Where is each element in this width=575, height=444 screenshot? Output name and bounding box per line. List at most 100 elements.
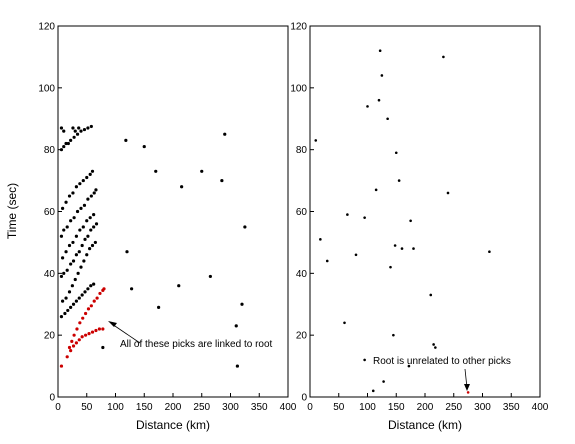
left-pick-point <box>101 345 105 350</box>
left-pick-point <box>90 169 95 173</box>
left-pick-point <box>59 315 64 319</box>
right-y-tick-label: 40 <box>296 269 308 280</box>
left-pick-point <box>70 339 74 343</box>
left-points <box>59 124 247 368</box>
right-y-tick-label: 100 <box>290 83 307 94</box>
left-pick-point <box>200 169 204 173</box>
left-pick-point <box>89 124 93 129</box>
right-x-axis-label: Distance (km) <box>388 418 462 432</box>
right-x-tick-label: 150 <box>388 402 405 413</box>
left-x-ticks: 0 50 100 150 200 250 300 350 400 <box>55 393 297 413</box>
right-points <box>314 49 491 394</box>
right-x-tick-label: 400 <box>532 402 549 413</box>
left-pick-point <box>235 364 239 368</box>
left-pick-point <box>125 250 129 254</box>
left-pick-point <box>71 302 76 306</box>
left-pick-point <box>65 355 69 359</box>
left-pick-point <box>234 324 238 328</box>
right-pick-point <box>314 139 318 142</box>
left-pick-point <box>63 311 67 316</box>
left-x-tick-label: 400 <box>280 402 297 413</box>
left-pick-point <box>92 225 96 229</box>
left-pick-point <box>89 194 93 198</box>
left-x-tick-label: 200 <box>165 402 182 413</box>
right-x-ticks: 0 50 100 150 200 250 300 350 400 <box>307 393 549 413</box>
left-x-tick-label: 0 <box>55 402 61 413</box>
left-pick-point <box>62 144 66 149</box>
right-y-tick-label: 120 <box>290 22 307 33</box>
right-pick-point <box>432 343 435 346</box>
left-pick-point <box>92 191 96 195</box>
left-pick-point <box>72 216 76 220</box>
left-pick-point <box>86 307 91 311</box>
left-pick-point <box>81 225 85 229</box>
left-pick-point <box>71 191 75 195</box>
left-pick-point <box>77 250 81 254</box>
left-pick-point <box>88 216 92 220</box>
left-x-tick-label: 250 <box>193 402 210 413</box>
right-pick-point <box>371 389 375 393</box>
right-pick-point <box>319 238 322 241</box>
right-x-tick-label: 250 <box>445 402 462 413</box>
left-pick-point <box>102 287 106 291</box>
left-pick-point <box>67 194 72 198</box>
right-pick-point <box>389 265 392 269</box>
left-pick-point <box>69 305 73 309</box>
left-y-tick-label: 20 <box>44 331 56 342</box>
left-pick-point <box>90 243 95 248</box>
right-pick-point <box>354 253 358 257</box>
left-pick-point <box>90 330 95 334</box>
left-pick-point <box>71 259 76 263</box>
left-pick-point <box>77 126 81 130</box>
right-pick-point <box>394 151 398 155</box>
left-pick-point <box>75 327 79 331</box>
left-pick-point <box>67 290 72 294</box>
right-x-tick-label: 350 <box>503 402 520 413</box>
left-pick-point <box>223 132 227 136</box>
left-pick-point <box>59 234 64 238</box>
left-pick-point <box>73 277 77 282</box>
left-pick-point <box>82 259 86 263</box>
left-pick-point <box>86 197 90 201</box>
left-pick-point <box>95 296 99 300</box>
left-pick-point <box>69 219 73 223</box>
right-pick-point <box>382 380 385 383</box>
right-annotation-text: Root is unrelated to other picks <box>373 356 511 367</box>
left-pick-point <box>65 225 69 229</box>
left-pick-point <box>92 282 96 286</box>
left-pick-point <box>79 206 83 211</box>
left-x-tick-label: 100 <box>107 402 124 413</box>
left-pick-point <box>84 333 88 337</box>
left-pick-point <box>85 253 89 257</box>
left-pick-point <box>59 126 64 130</box>
left-pick-point <box>101 327 105 331</box>
right-pick-point <box>366 105 369 108</box>
left-pick-point <box>86 234 90 238</box>
right-pick-point <box>400 247 404 250</box>
left-pick-point <box>85 219 89 223</box>
right-pick-point <box>343 321 346 325</box>
left-pick-point <box>59 364 64 368</box>
right-pick-point <box>429 293 433 297</box>
left-pick-point <box>61 206 65 211</box>
right-pick-point <box>374 188 378 192</box>
left-pick-point <box>75 209 80 214</box>
left-y-tick-label: 60 <box>44 207 56 218</box>
left-pick-point <box>74 234 78 238</box>
right-pick-point <box>442 55 445 59</box>
left-pick-point <box>74 185 78 189</box>
left-pick-point <box>69 262 73 266</box>
left-pick-point <box>59 148 64 152</box>
left-pick-point <box>86 287 90 291</box>
left-pick-point <box>94 188 98 192</box>
left-pick-point <box>86 126 90 130</box>
right-pick-point <box>446 191 450 195</box>
left-pick-point <box>65 268 69 272</box>
right-y-tick-label: 20 <box>296 331 308 342</box>
right-pick-point <box>363 358 366 362</box>
left-pick-point <box>177 284 181 288</box>
left-pick-point <box>240 302 244 306</box>
left-pick-point <box>71 240 75 245</box>
left-pick-point <box>208 274 212 279</box>
